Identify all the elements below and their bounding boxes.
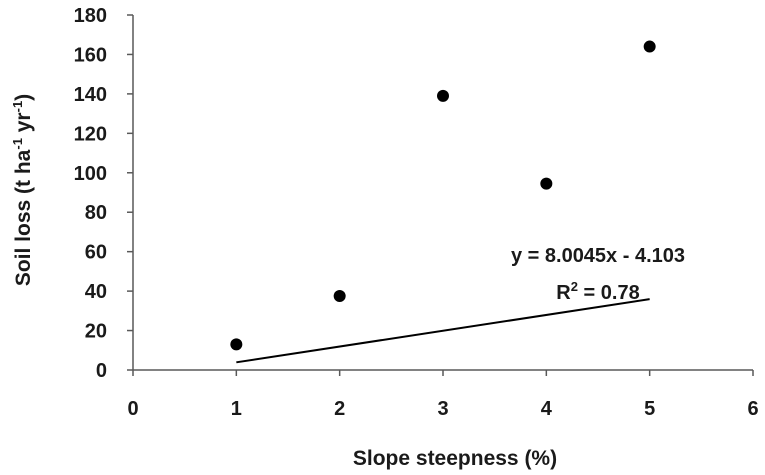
y-tick-label: 60 [85, 242, 107, 264]
y-tick-label: 20 [85, 321, 107, 343]
y-tick-label: 80 [85, 202, 107, 224]
data-point [643, 40, 656, 53]
trendline-group [236, 298, 650, 364]
y-tick-label: 0 [96, 360, 107, 382]
x-tick-label: 1 [231, 398, 242, 420]
data-points [230, 40, 656, 351]
x-axis-title: Slope steepness (%) [353, 447, 557, 470]
data-point [230, 338, 243, 351]
y-tick-label: 40 [85, 281, 107, 303]
y-axis-title: Soil loss (t ha-1 yr-1) [10, 94, 35, 286]
data-point [540, 177, 553, 190]
x-tick-label: 0 [127, 398, 138, 420]
tick-labels: 0 20 40 60 80 100 120 140 160 180 0 1 2 3 4 5 6 [74, 5, 759, 420]
x-tick-label: 4 [541, 398, 553, 420]
data-point [437, 89, 449, 102]
x-tick-label: 2 [334, 398, 345, 420]
x-tick-label: 3 [437, 398, 448, 420]
axes [127, 14, 754, 376]
equation-label: y = 8.0045x - 4.103 [511, 245, 685, 267]
x-tick-label: 5 [644, 398, 655, 420]
y-tick-label: 100 [74, 163, 107, 185]
y-tick-label: 120 [74, 123, 107, 145]
data-point [333, 290, 346, 303]
trendline [236, 298, 650, 364]
y-tick-label: 160 [74, 44, 107, 66]
r-squared-label: R2 = 0.78 [556, 279, 639, 304]
x-tick-label: 6 [747, 398, 758, 420]
y-tick-label: 140 [74, 84, 107, 106]
y-tick-label: 180 [74, 5, 107, 27]
